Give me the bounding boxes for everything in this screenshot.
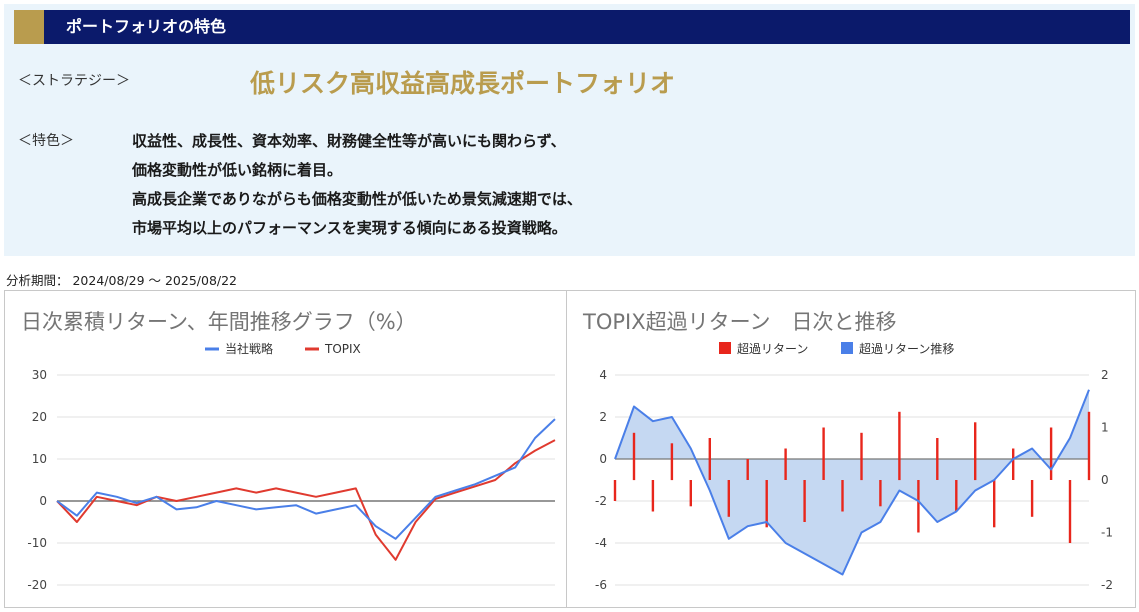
strategy-title: 低リスク高収益高成長ポートフォリオ — [250, 69, 676, 98]
feature-line: 収益性、成長性、資本効率、財務健全性等が高いにも関わらず、 — [132, 132, 566, 150]
y-tick-label: -20 — [27, 578, 47, 592]
y2-tick-label: 0 — [1101, 473, 1109, 487]
excess-bar — [708, 438, 711, 480]
excess-bar — [879, 480, 882, 507]
trend-area — [615, 389, 1089, 575]
y-tick-label: -2 — [595, 494, 607, 508]
excess-bar — [898, 411, 901, 481]
legend-label: 超過リターン推移 — [859, 341, 954, 356]
chart-title: 日次累積リターン、年間推移グラフ（%） — [21, 310, 417, 334]
excess-bar — [765, 480, 768, 528]
y-tick-label: 20 — [32, 410, 47, 424]
excess-bar — [974, 422, 977, 481]
excess-bar — [689, 480, 692, 507]
trend-line — [614, 389, 1090, 576]
excess-bar — [1012, 448, 1015, 480]
excess-bar — [860, 432, 863, 481]
strategy-panel: ポートフォリオの特色 ＜ストラテジー＞ 低リスク高収益高成長ポートフォリオ ＜特… — [4, 4, 1135, 256]
excess-bar — [1030, 480, 1034, 517]
legend-swatch — [719, 342, 731, 354]
y-tick-label: 0 — [39, 494, 47, 508]
excess-bar — [917, 480, 920, 533]
excess-bar — [803, 480, 806, 522]
y2-tick-label: 1 — [1101, 421, 1109, 435]
legend-label: TOPIX — [324, 342, 361, 356]
header-accent-block — [14, 10, 44, 44]
feature-line: 価格変動性が低い銘柄に着目。 — [132, 161, 343, 179]
y2-tick-label: -1 — [1101, 526, 1113, 540]
excess-bar — [670, 443, 674, 481]
cumulative-return-svg: 日次累積リターン、年間推移グラフ（%） -20 -10 0 10 20 30 当社戦略 TOPI… — [21, 310, 556, 592]
legend-swatch — [841, 342, 853, 354]
legend-label: 超過リターン — [737, 341, 808, 356]
excess-return-svg: TOPIX超過リターン 日次と推移 -6 -4 -2 0 2 4 -2 -1 0 1 2 超過リターン 超… — [582, 310, 1113, 592]
excess-bar — [746, 459, 749, 480]
y2-tick-label: -2 — [1101, 578, 1113, 592]
section-header: ポートフォリオの特色 — [14, 10, 1130, 44]
excess-bar — [1087, 411, 1091, 481]
excess-bar — [993, 480, 996, 528]
y-tick-label: -10 — [27, 536, 47, 550]
analysis-period: 分析期間： 2024/08/29 〜 2025/08/22 — [6, 273, 238, 288]
feature-line: 高成長企業でありながらも価格変動性が低いため景気減速期では、 — [132, 190, 582, 208]
excess-bar — [955, 480, 958, 512]
excess-bar — [651, 480, 655, 512]
series-line — [56, 439, 556, 561]
strategy-label: ＜ストラテジー＞ — [18, 73, 130, 89]
excess-bar — [841, 480, 844, 512]
y2-tick-label: 2 — [1101, 368, 1109, 382]
y-tick-label: 2 — [599, 410, 607, 424]
features-label: ＜特色＞ — [18, 133, 74, 149]
excess-bar — [822, 427, 825, 480]
excess-bar — [632, 432, 636, 481]
chart-title: TOPIX超過リターン 日次と推移 — [582, 310, 897, 334]
excess-bar — [727, 480, 730, 517]
section-title: ポートフォリオの特色 — [66, 17, 227, 36]
y-tick-label: 10 — [32, 452, 47, 466]
excess-bar — [613, 480, 617, 501]
feature-line: 市場平均以上のパフォーマンスを実現する傾向にある投資戦略。 — [132, 219, 567, 237]
cumulative-return-chart: 日次累積リターン、年間推移グラフ（%） -20 -10 0 10 20 30 当社戦略 TOPI… — [4, 290, 568, 608]
excess-bar — [784, 448, 787, 480]
y-tick-label: 30 — [32, 368, 47, 382]
excess-bar — [936, 438, 939, 480]
legend-label: 当社戦略 — [225, 341, 273, 356]
y-tick-label: -6 — [595, 578, 607, 592]
excess-bar — [1068, 480, 1072, 543]
y-tick-label: 4 — [599, 368, 607, 382]
y-tick-label: 0 — [599, 452, 607, 466]
excess-return-chart: TOPIX超過リターン 日次と推移 -6 -4 -2 0 2 4 -2 -1 0 1 2 超過リターン 超… — [566, 290, 1136, 608]
series-line — [56, 418, 556, 540]
y-tick-label: -4 — [595, 536, 607, 550]
excess-bar — [1049, 427, 1053, 480]
